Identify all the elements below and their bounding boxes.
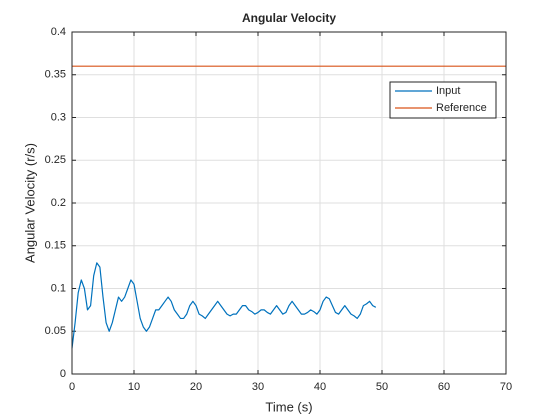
x-tick-label: 60 [438, 381, 450, 393]
x-tick-label: 20 [190, 381, 202, 393]
y-tick-label: 0.3 [51, 111, 66, 123]
x-axis-label: Time (s) [265, 399, 312, 414]
y-tick-label: 0 [60, 368, 66, 380]
series-line [71, 262, 377, 349]
y-tick-label: 0.2 [51, 197, 66, 209]
legend-label: Input [436, 85, 460, 97]
plot-frame [71, 31, 507, 375]
x-tick-label: 50 [376, 381, 388, 393]
y-tick-label: 0.15 [45, 240, 66, 252]
x-tick-label: 70 [500, 381, 512, 393]
x-tick-label: 40 [314, 381, 326, 393]
chart-title: Angular Velocity [242, 11, 336, 25]
y-axis-label: Angular Velocity (r/s) [22, 143, 37, 263]
y-tick-label: 0.35 [45, 69, 66, 81]
x-tick-label: 0 [69, 381, 75, 393]
x-tick-label: 10 [128, 381, 140, 393]
legend-label: Reference [436, 102, 487, 114]
legend-box [389, 81, 497, 119]
y-tick-label: 0.25 [45, 154, 66, 166]
x-tick-label: 30 [252, 381, 264, 393]
y-tick-label: 0.1 [51, 282, 66, 294]
y-tick-label: 0.4 [51, 26, 66, 38]
y-tick-label: 0.05 [45, 325, 66, 337]
